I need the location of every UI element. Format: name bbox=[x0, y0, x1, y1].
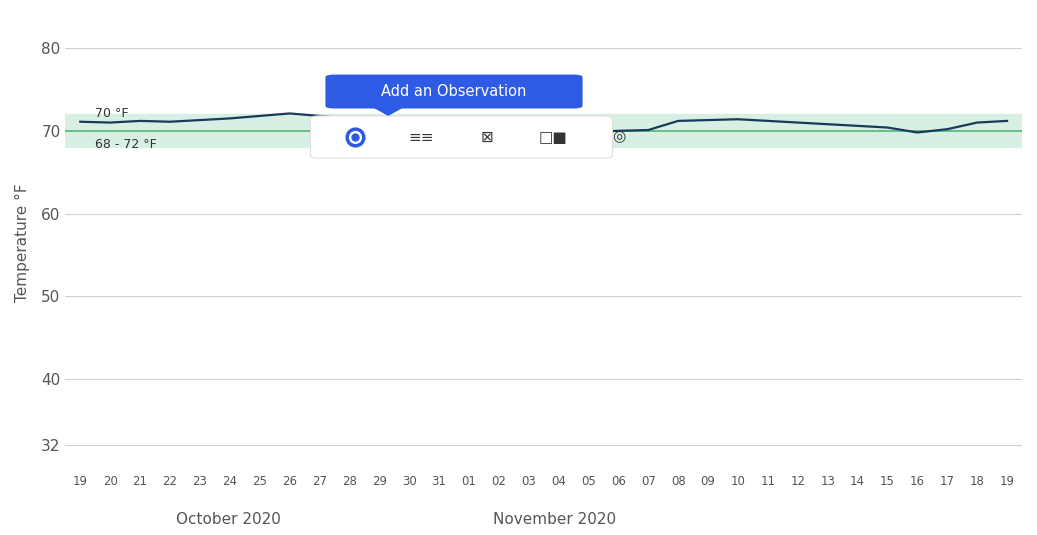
Text: October 2020: October 2020 bbox=[175, 513, 281, 528]
Text: ≡≡: ≡≡ bbox=[409, 129, 433, 144]
Text: ⊠: ⊠ bbox=[480, 129, 494, 144]
Text: 70 °F: 70 °F bbox=[95, 107, 129, 120]
Text: November 2020: November 2020 bbox=[494, 513, 616, 528]
FancyBboxPatch shape bbox=[326, 74, 583, 109]
Text: 68 - 72 °F: 68 - 72 °F bbox=[95, 138, 157, 151]
Text: ◎: ◎ bbox=[612, 129, 625, 144]
Text: Add an Observation: Add an Observation bbox=[382, 84, 527, 99]
Polygon shape bbox=[370, 106, 407, 116]
Y-axis label: Temperature °F: Temperature °F bbox=[15, 183, 30, 302]
Bar bbox=[65, 114, 1022, 147]
Text: □■: □■ bbox=[538, 129, 567, 144]
FancyBboxPatch shape bbox=[310, 116, 613, 158]
